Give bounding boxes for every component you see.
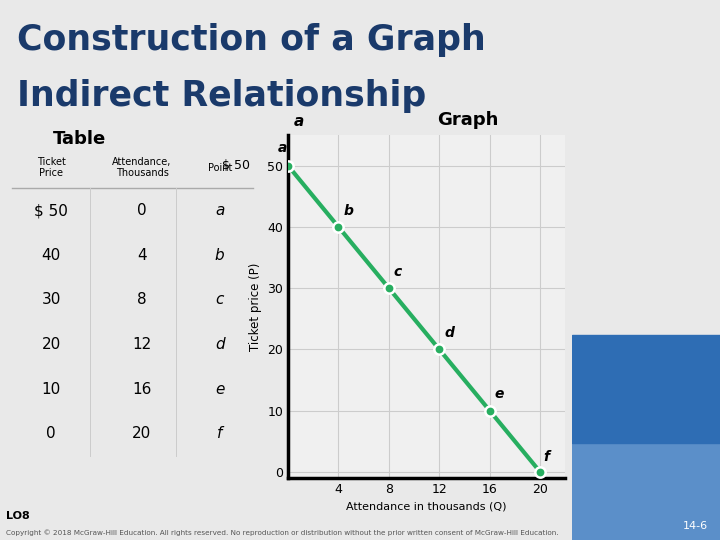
Text: a: a	[215, 203, 225, 218]
Point	[383, 284, 395, 292]
Text: d: d	[444, 326, 454, 340]
Point	[433, 345, 445, 354]
Text: b: b	[343, 204, 354, 218]
Text: b: b	[215, 248, 225, 263]
Text: 0: 0	[138, 203, 147, 218]
Text: a: a	[294, 114, 304, 129]
Y-axis label: Ticket price (P): Ticket price (P)	[248, 262, 261, 350]
Text: Graph: Graph	[437, 111, 499, 129]
Text: Point: Point	[207, 163, 232, 173]
Point	[333, 222, 344, 231]
Text: 10: 10	[42, 382, 61, 397]
Text: 30: 30	[42, 293, 61, 307]
Point	[282, 161, 294, 170]
Text: 4: 4	[138, 248, 147, 263]
Point	[534, 468, 546, 476]
Text: 12: 12	[132, 337, 152, 352]
Text: 20: 20	[132, 426, 152, 441]
Bar	[572, 335, 720, 443]
Text: d: d	[215, 337, 225, 352]
Text: e: e	[215, 382, 225, 397]
Text: e: e	[495, 387, 504, 401]
Text: Indirect Relationship: Indirect Relationship	[17, 79, 426, 113]
Text: f: f	[544, 450, 550, 464]
Text: Construction of a Graph: Construction of a Graph	[17, 23, 486, 57]
Text: 16: 16	[132, 382, 152, 397]
Point	[484, 406, 495, 415]
Text: c: c	[394, 265, 402, 279]
Text: 0: 0	[47, 426, 56, 441]
Text: 14-6: 14-6	[683, 521, 708, 531]
Text: LO8: LO8	[6, 510, 30, 521]
Text: 20: 20	[42, 337, 61, 352]
Bar	[572, 443, 720, 540]
Text: Table: Table	[53, 130, 107, 148]
Text: Copyright © 2018 McGraw-Hill Education. All rights reserved. No reproduction or : Copyright © 2018 McGraw-Hill Education. …	[6, 529, 558, 536]
Text: $ 50: $ 50	[222, 159, 251, 172]
Text: 8: 8	[138, 293, 147, 307]
Text: a: a	[278, 140, 287, 154]
Text: 40: 40	[42, 248, 61, 263]
Text: Ticket
Price: Ticket Price	[37, 157, 66, 178]
Text: c: c	[215, 293, 224, 307]
Text: Attendance,
Thousands: Attendance, Thousands	[112, 157, 171, 178]
Text: $ 50: $ 50	[35, 203, 68, 218]
Text: f: f	[217, 426, 222, 441]
X-axis label: Attendance in thousands (Q): Attendance in thousands (Q)	[346, 501, 507, 511]
